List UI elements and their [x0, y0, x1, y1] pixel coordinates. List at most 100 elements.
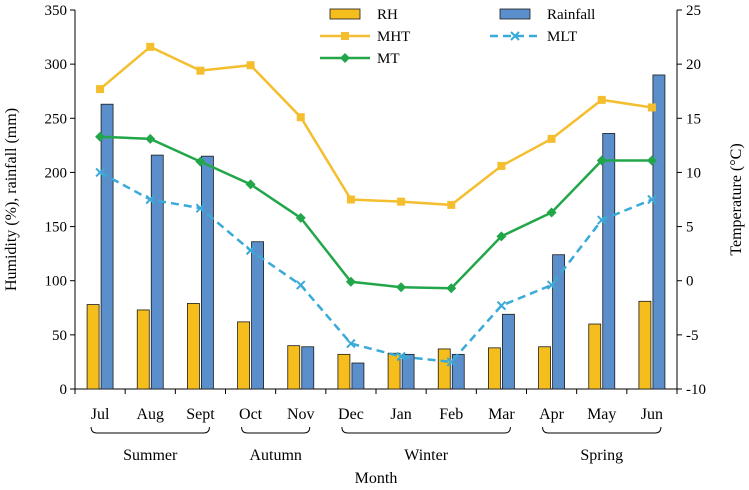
point-mlt-mar — [496, 300, 507, 311]
x-tick-label: May — [587, 406, 616, 423]
legend-swatch-rainfall — [499, 8, 531, 20]
point-mlt-apr — [546, 280, 557, 290]
bar-rainfall-jun — [652, 74, 666, 390]
point-mt-jan — [396, 282, 407, 293]
point-mt-mar — [496, 231, 507, 242]
bar-rh-nov — [287, 345, 301, 390]
point-mt-jul — [95, 131, 106, 142]
point-mht-dec — [346, 195, 355, 204]
bar-rainfall-mar — [502, 313, 515, 390]
y-left-tick-label: 200 — [45, 165, 68, 181]
point-mlt-jul — [95, 167, 105, 178]
y-right-tick-label: 20 — [686, 57, 701, 73]
x-tick-label: Mar — [488, 406, 515, 423]
bar-rainfall-aug — [150, 154, 164, 390]
legend-swatch-rh — [329, 8, 361, 20]
y-right-tick-label: -10 — [686, 382, 706, 398]
legend-marker-mht — [341, 32, 349, 40]
x-tick-label: Jan — [390, 406, 411, 423]
bar-rh-feb — [437, 348, 451, 390]
bar-rainfall-nov — [301, 346, 315, 390]
x-tick-label: Oct — [239, 406, 263, 423]
y-left-tick-label: 100 — [45, 274, 68, 290]
legend-label-rh: RH — [377, 7, 398, 23]
bar-rainfall-feb — [451, 353, 465, 390]
y-left-tick-label: 50 — [52, 328, 67, 344]
legend-label-rainfall: Rainfall — [547, 7, 595, 23]
point-mlt-dec — [346, 338, 356, 349]
point-mlt-jun — [647, 194, 657, 205]
x-axis-title: Month — [355, 470, 398, 487]
bar-rh-jun — [638, 300, 652, 390]
x-tick-label: Apr — [539, 406, 565, 423]
bar-rainfall-oct — [251, 241, 264, 390]
point-mt-oct — [245, 179, 256, 190]
season-label-summer: Summer — [123, 447, 178, 464]
season-label-spring: Spring — [580, 447, 623, 464]
point-mt-jun — [646, 155, 657, 166]
point-mht-sept — [196, 66, 205, 75]
legend-label-mlt: MLT — [547, 29, 577, 45]
point-mht-may — [597, 95, 606, 104]
bar-rainfall-apr — [552, 254, 565, 390]
x-tick-label: Feb — [439, 406, 463, 423]
line-series — [95, 42, 657, 367]
y-right-tick-label: -5 — [686, 328, 699, 344]
season-bracket-autumn — [241, 426, 311, 434]
point-mht-feb — [447, 200, 456, 209]
bar-rh-mar — [488, 347, 501, 390]
legend-label-mt: MT — [377, 51, 400, 67]
y-left-tick-label: 300 — [45, 57, 68, 73]
bar-rh-dec — [337, 353, 351, 390]
y-left-tick-label: 350 — [45, 3, 68, 19]
point-mlt-oct — [245, 245, 256, 256]
season-bracket-winter — [341, 426, 511, 434]
y-left-axis-title: Humidity (%), rainfall (mm) — [3, 108, 20, 291]
season-label-winter: Winter — [404, 447, 448, 464]
point-mht-mar — [497, 161, 506, 170]
line-mht — [99, 45, 653, 207]
legend: RH Rainfall MHT MLT MT — [320, 7, 595, 67]
point-mt-sept — [195, 156, 206, 167]
point-mht-jul — [96, 85, 105, 94]
x-tick-label: Aug — [136, 406, 164, 423]
point-mht-oct — [246, 61, 255, 70]
legend-label-mht: MHT — [377, 29, 410, 45]
point-mlt-sept — [195, 203, 206, 213]
bar-rainfall-jul — [100, 103, 114, 390]
x-tick-label: Dec — [338, 406, 364, 423]
x-tick-label: Jun — [641, 406, 663, 423]
legend-marker-mt — [340, 53, 350, 63]
point-mt-dec — [345, 276, 356, 287]
point-mlt-jan — [396, 351, 406, 362]
axis-labels: Summer Autumn Winter Spring Month Humidity (%… — [3, 108, 745, 487]
point-mht-apr — [547, 134, 556, 143]
y-right-tick-label: 25 — [686, 3, 701, 19]
y-right-tick-label: 0 — [686, 274, 694, 290]
bar-rh-jul — [86, 304, 100, 390]
bar-rh-jan — [387, 352, 401, 390]
point-mht-jun — [647, 103, 656, 112]
point-mht-nov — [296, 113, 305, 122]
point-mt-nov — [295, 212, 306, 223]
y-right-tick-label: 10 — [686, 165, 701, 181]
point-mht-aug — [146, 42, 155, 51]
season-label-autumn: Autumn — [249, 447, 301, 464]
legend-marker-mlt — [510, 31, 520, 41]
y-left-tick-label: 0 — [60, 382, 68, 398]
season-bracket-summer — [90, 426, 210, 434]
season-bracket-spring — [542, 426, 662, 434]
point-mlt-feb — [446, 357, 456, 367]
y-right-axis-title: Temperature (°C) — [728, 143, 745, 255]
bar-rainfall-sept — [201, 155, 214, 390]
bar-rainfall-jan — [401, 353, 415, 390]
x-tick-label: Jul — [91, 406, 110, 423]
bar-series — [86, 74, 666, 390]
bar-rh-may — [588, 323, 602, 390]
bar-rh-apr — [538, 346, 551, 390]
y-right-tick-label: 15 — [686, 111, 701, 127]
bar-rh-sept — [187, 303, 200, 390]
bar-rainfall-may — [602, 133, 616, 390]
point-mt-feb — [446, 283, 457, 294]
